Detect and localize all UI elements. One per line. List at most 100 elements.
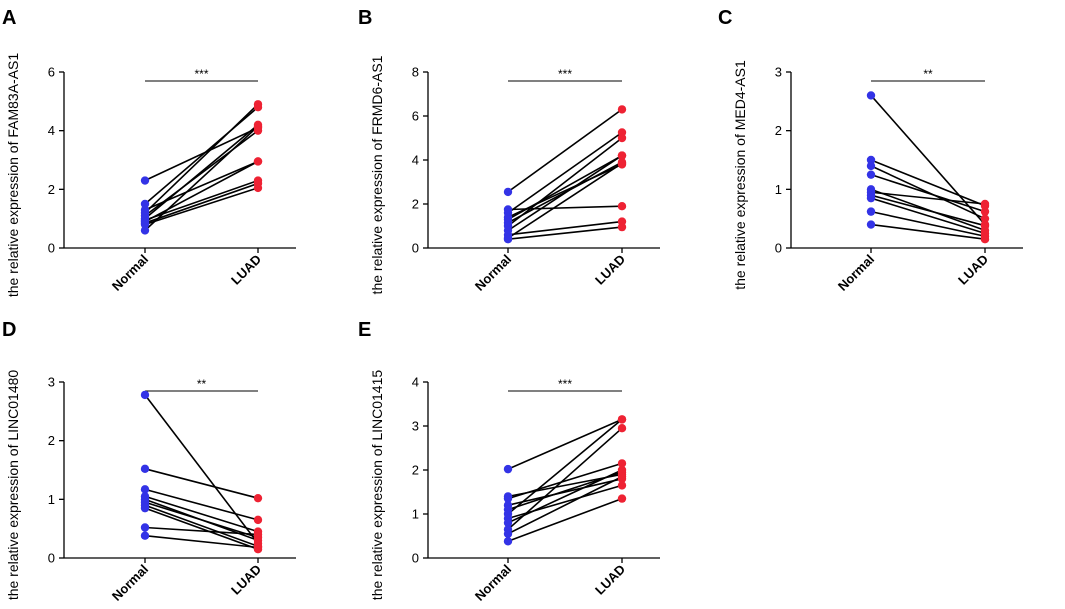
panel-d-pair-line [144,526,259,536]
panel-d-pair-line [144,534,259,549]
panel-c-pair-line [870,159,986,207]
panel-e-normal-point [503,464,513,474]
panel-a-y-tick-label: 0 [48,241,55,256]
panel-c-luad-point [980,235,990,244]
panel-d: D 0 1 2 3 Normal LUAD the relative expression o… [2,319,296,604]
panel-e-luad-point [617,465,627,475]
panel-e-pair-line [507,478,623,506]
panel-d-y-tick-label: 0 [48,551,55,566]
panel-a-pair-line [144,127,259,182]
panel-c-category-label-luad: LUAD [955,252,991,288]
panel-d-pair-line [144,501,259,539]
panel-e-pair-line [507,427,623,530]
panel-c-normal-point [866,155,876,165]
panel-c-y-axis-label: the relative expression of MED4-AS1 [732,60,748,290]
panel-d-y-tick-label: 1 [48,492,55,507]
panel-b-y-axis-label: the relative expression of FRMD6-AS1 [369,55,385,294]
panel-a-y-axis-label: the relative expression of FAM83A-AS1 [5,53,21,298]
panel-c-luad-point [980,214,990,223]
panel-e-pair-line [507,497,623,543]
panel-d-y-tick-label: 2 [48,433,55,448]
panel-b-pair-line [507,108,623,193]
panel-c-significance-label: ** [923,67,933,81]
panel-e-y-axis-label: the relative expression of LINC01415 [369,370,385,601]
panel-e-y-tick-label: 4 [412,375,419,390]
panel-d-luad-point [253,530,263,539]
panel-a-pair-line [144,130,259,217]
panel-c-category-label-normal: Normal [835,252,877,294]
panel-e: E 0 1 2 3 4 Normal LUAD the relative expression … [358,319,660,604]
panel-d-pair-line [144,394,259,544]
panel-a-luad-point [253,100,263,109]
panel-e-luad-point [617,415,627,424]
panel-c-y-tick-label: 0 [775,241,782,256]
panel-c-normal-point [866,170,876,179]
panel-a-normal-point [140,199,150,209]
panel-b-y-tick-label: 8 [412,65,419,80]
panel-c-pair-line [870,210,986,238]
panel-b-luad-point [617,105,627,114]
panel-b-pair-line [507,154,623,232]
panel-d-luad-point [253,543,263,552]
panel-b-letter: B [358,7,372,29]
panel-e-category-label-normal: Normal [472,562,514,604]
panel-c-pair-line [870,223,986,240]
panel-b-y-tick-label: 0 [412,241,419,256]
panel-b-pair-line [507,154,623,221]
panel-a-y-tick-label: 2 [48,182,55,197]
panel-d-pair-line [144,504,259,548]
panel-e-normal-point [503,518,513,527]
panel-c-y-tick-label: 3 [775,65,782,80]
panel-d-pair-line [144,468,259,499]
panel-b-category-label-luad: LUAD [592,252,628,288]
panel-a-normal-point [140,220,150,229]
panel-c-normal-point [866,161,876,171]
panel-e-pair-line [507,475,623,535]
panel-e-luad-point [617,481,627,490]
panel-e-y-tick-label: 3 [412,419,419,434]
panel-a: A 0 2 4 6 Normal LUAD the relative expression o… [2,7,296,297]
panel-a-pair-line [144,103,259,214]
panel-e-y-tick-label: 1 [412,507,419,522]
panel-d-category-label-normal: Normal [109,562,151,604]
panel-a-luad-point [253,122,263,131]
panel-e-normal-point [503,494,513,503]
panel-e-luad-point [617,472,627,481]
panel-e-pair-line [507,462,623,500]
panel-d-normal-point [140,523,150,532]
panel-c: C 0 1 2 3 Normal LUAD the relative expression o… [718,7,1023,294]
panel-c-luad-point [980,221,990,230]
panel-c-pair-line [870,194,986,227]
panel-d-y-axis-label: the relative expression of LINC01480 [5,370,21,601]
panel-a-category-label-luad: LUAD [228,252,264,288]
panel-c-normal-point [866,207,876,216]
panel-e-pair-line [507,418,623,470]
panel-e-luad-point [617,424,627,433]
panel-b-luad-point [617,159,627,168]
panel-d-normal-point [140,503,150,513]
panel-d-normal-point [140,390,150,400]
panel-c-pair-line [870,191,986,205]
panel-b-pair-line [507,220,623,236]
panel-d-normal-point [140,464,150,474]
panel-b-normal-point [503,187,513,197]
panel-b: B 0 2 4 6 8 Normal LUAD the relative expression … [358,7,660,294]
panel-b-category-label-normal: Normal [472,252,514,294]
panel-b-pair-line [507,137,623,227]
panel-d-letter: D [2,319,16,341]
panel-b-y-tick-label: 6 [412,109,419,124]
panel-a-letter: A [2,7,16,29]
panel-c-normal-point [866,193,876,203]
panel-d-normal-point [140,531,150,540]
panel-d-normal-point [140,485,150,494]
panel-b-pair-line [507,226,623,240]
panel-a-y-tick-label: 6 [48,65,55,80]
panel-e-y-tick-label: 0 [412,551,419,566]
panel-e-pair-line [507,418,623,515]
panel-e-letter: E [358,319,371,341]
panel-b-y-tick-label: 4 [412,153,419,168]
panel-c-pair-line [870,197,986,235]
panel-a-category-label-normal: Normal [109,252,151,294]
panel-e-category-label-luad: LUAD [592,562,628,598]
